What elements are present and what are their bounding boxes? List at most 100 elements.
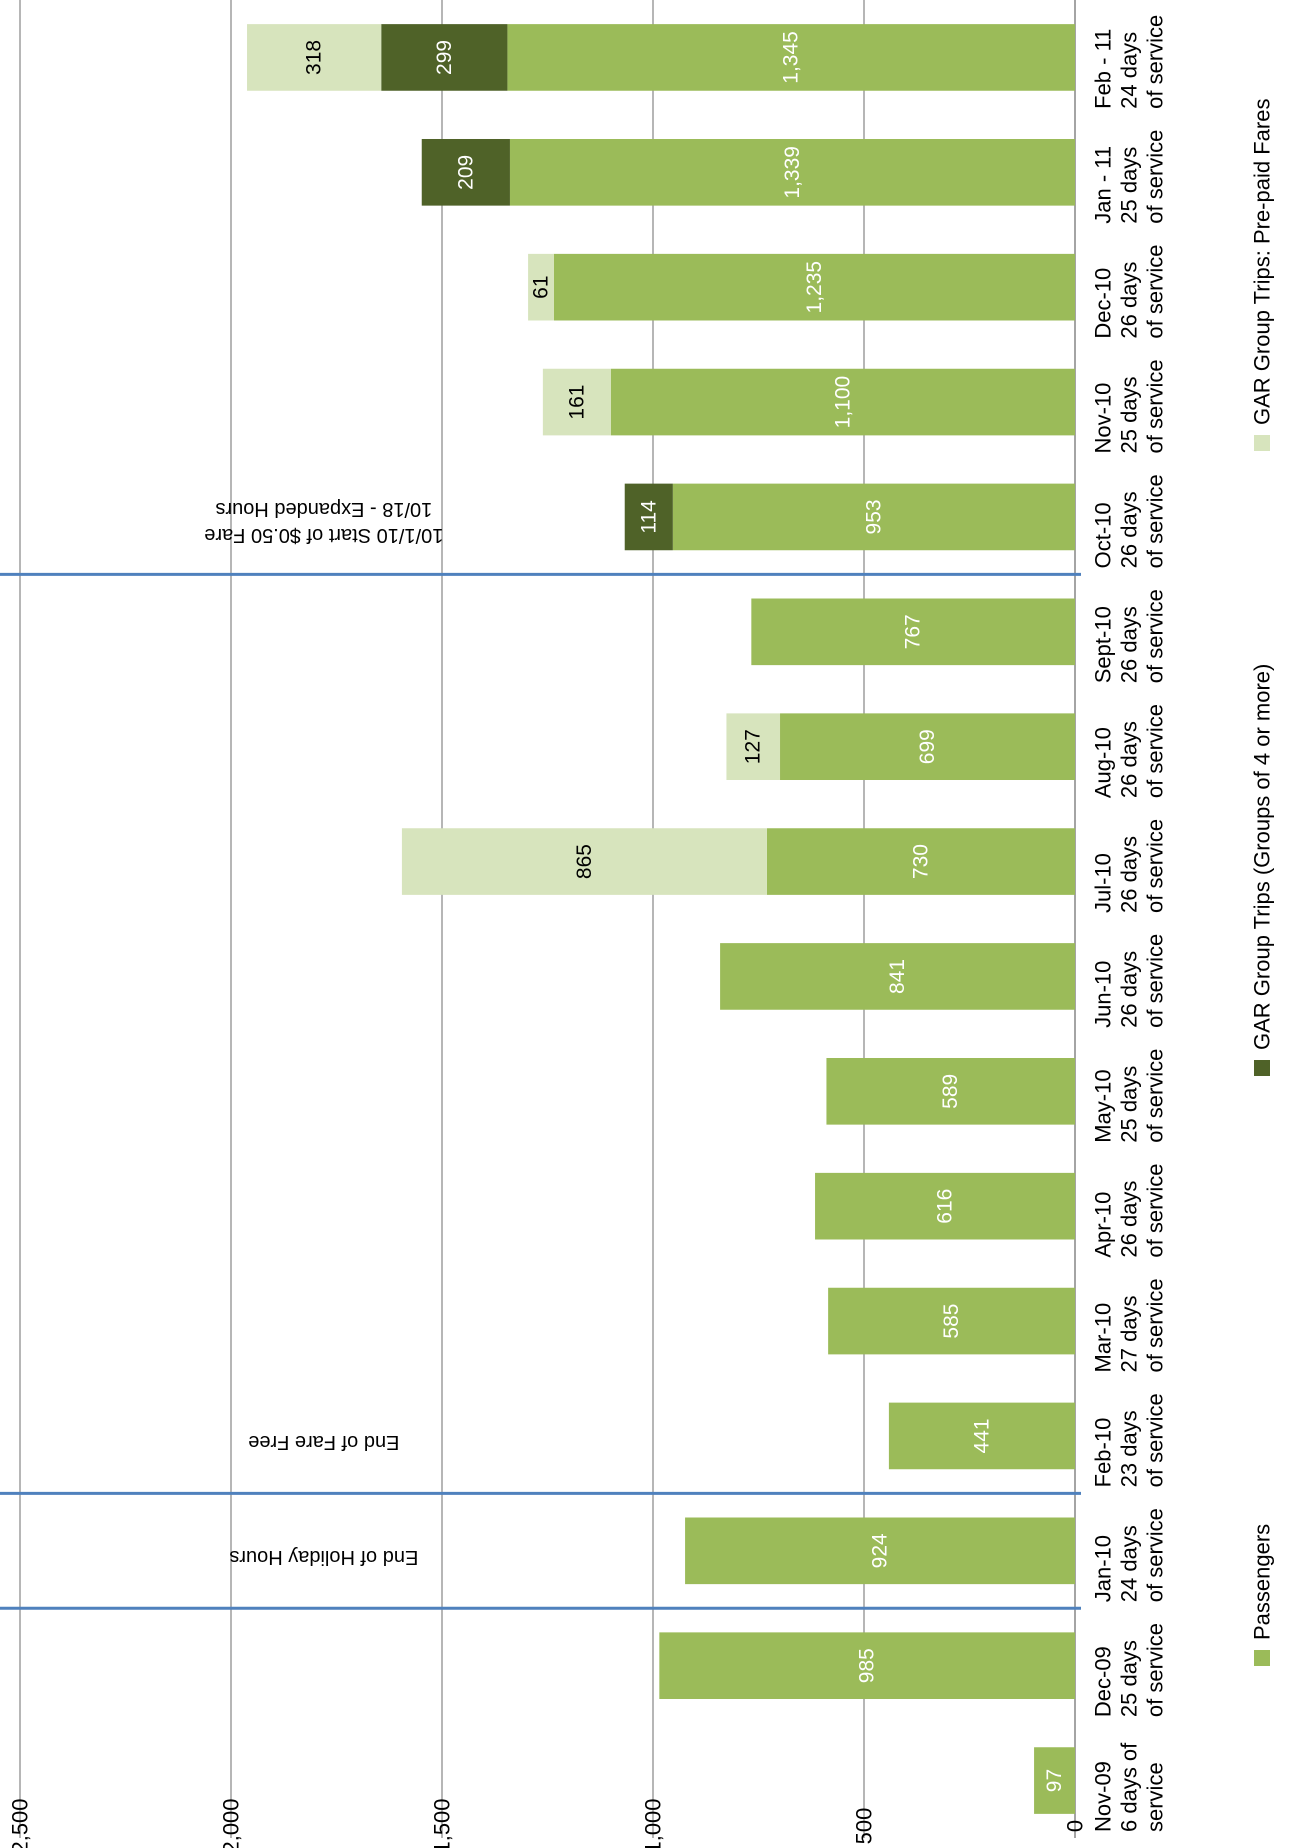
category-label-15-line-3: of service [1143, 130, 1168, 224]
bar-1-3 [685, 1517, 1075, 1585]
value-label-1-2: 985 [856, 1648, 879, 1683]
category-label-7-line-2: 25 days [1117, 1066, 1142, 1143]
annotation-label-2: 10/1/10 Start of $0.50 Fare 10/18 - Expan… [204, 498, 443, 546]
bar-2-15 [421, 138, 510, 206]
category-label-10-line-1: Aug-10 [1091, 727, 1116, 798]
value-tick-4: 2,000 [219, 1798, 244, 1848]
annotation-label-1: End of Fare Free [248, 1431, 399, 1453]
value-tick-0: 0 [1063, 1820, 1088, 1832]
category-label-9-line-3: of service [1143, 819, 1168, 913]
value-tick-2: 1,000 [641, 1798, 666, 1848]
annotation-label-line: End of Fare Free [248, 1431, 399, 1453]
value-label-1-11: 767 [902, 614, 925, 649]
category-label-11-line-1: Sept-10 [1091, 606, 1116, 683]
category-label-5-line-3: of service [1143, 1278, 1168, 1372]
legend-swatch-3 [1254, 435, 1270, 451]
bar-1-10 [780, 713, 1075, 781]
category-label-13-line-1: Nov-10 [1091, 383, 1116, 454]
value-tick-3: 1,500 [430, 1798, 455, 1848]
bar-2-12 [624, 483, 673, 551]
category-label-13-line-2: 25 days [1117, 376, 1142, 453]
category-label-8-line-3: of service [1143, 934, 1168, 1028]
value-label-2-16: 299 [433, 40, 456, 75]
value-axis-ticks: 0 500 1,000 1,500 2,000 2,500 [8, 1798, 1088, 1848]
legend-swatch-1 [1254, 1650, 1270, 1666]
value-label-1-3: 924 [869, 1533, 892, 1568]
category-label-15-line-2: 25 days [1117, 147, 1142, 224]
value-label-1-12: 953 [862, 499, 885, 534]
category-label-9-line-1: Jul-10 [1091, 853, 1116, 913]
bar-3-16 [247, 24, 382, 91]
value-label-3-9: 865 [573, 844, 596, 879]
bar-1-2 [659, 1632, 1075, 1700]
value-labels: 97 985 924 441 585 616 589 841 730 865 699 127 767 95… [303, 31, 1066, 1792]
category-label-3-line-2: 24 days [1117, 1525, 1142, 1602]
category-label-12-line-3: of service [1143, 474, 1168, 568]
bar-3-13 [542, 368, 611, 436]
category-label-6-line-3: of service [1143, 1163, 1168, 1257]
category-label-14-line-3: of service [1143, 244, 1168, 338]
bar-3-14 [528, 253, 554, 321]
category-label-2-line-1: Dec-09 [1091, 1646, 1116, 1717]
legend-label-3: GAR Group Trips: Pre-paid Fares [1250, 99, 1275, 425]
value-label-2-12: 114 [637, 500, 660, 534]
category-label-16-line-2: 24 days [1117, 32, 1142, 109]
legend-label-2: GAR Group Trips (Groups of 4 or more) [1250, 664, 1275, 1050]
bar-3-9 [401, 828, 767, 895]
category-label-15-line-1: Jan - 11 [1091, 146, 1116, 224]
legend-swatch-2 [1254, 1060, 1270, 1076]
category-label-1-line-2: 6 days of [1117, 1742, 1142, 1832]
value-label-2-15: 209 [454, 155, 477, 190]
category-label-16-line-3: of service [1143, 15, 1168, 109]
value-label-3-14: 61 [529, 276, 552, 299]
category-label-4-line-3: of service [1143, 1393, 1168, 1487]
category-label-12-line-2: 26 days [1117, 491, 1142, 568]
bar-1-12 [672, 483, 1075, 551]
annotation-label-line: 10/18 - Expanded Hours [215, 498, 432, 520]
category-label-7-line-3: of service [1143, 1049, 1168, 1143]
category-label-10-line-2: 26 days [1117, 721, 1142, 798]
value-label-1-14: 1,235 [803, 261, 826, 314]
bar-2-16 [381, 24, 508, 91]
value-label-1-1: 97 [1043, 1769, 1066, 1792]
category-label-6-line-2: 26 days [1117, 1181, 1142, 1258]
value-label-3-16: 318 [303, 40, 326, 75]
bar-1-1 [1034, 1747, 1075, 1814]
bar-1-9 [766, 828, 1075, 895]
category-label-4-line-1: Feb-10 [1091, 1418, 1116, 1488]
category-label-11-line-2: 26 days [1117, 606, 1142, 683]
bar-3-10 [726, 713, 781, 781]
bar-1-7 [826, 1057, 1075, 1125]
category-label-11-line-3: of service [1143, 589, 1168, 683]
category-label-2-line-3: of service [1143, 1623, 1168, 1717]
value-label-3-10: 127 [742, 729, 765, 764]
category-label-2-line-2: 25 days [1117, 1640, 1142, 1717]
category-label-14-line-1: Dec-10 [1091, 268, 1116, 339]
category-label-12-line-1: Oct-10 [1091, 502, 1116, 568]
category-label-8-line-1: Jun-10 [1091, 961, 1116, 1028]
legend: Passengers GAR Group Trips (Groups of 4 o… [1250, 99, 1275, 1666]
category-label-1-line-1: Nov-09 [1091, 1761, 1116, 1832]
bar-1-13 [610, 368, 1075, 436]
category-label-14-line-2: 26 days [1117, 262, 1142, 339]
annotation-label-line: 10/1/10 Start of $0.50 Fare [204, 524, 443, 546]
category-label-16-line-1: Feb - 11 [1091, 29, 1116, 109]
value-label-1-9: 730 [909, 844, 932, 879]
category-label-1-line-3: service [1143, 1762, 1168, 1832]
annotation-label-0: End of Holiday Hours [229, 1546, 418, 1568]
bar-1-5 [828, 1287, 1075, 1355]
bar-1-15 [509, 138, 1075, 206]
category-label-9-line-2: 26 days [1117, 836, 1142, 913]
category-label-3-line-1: Jan-10 [1091, 1535, 1116, 1602]
value-label-1-4: 441 [970, 1418, 993, 1453]
category-label-4-line-2: 23 days [1117, 1410, 1142, 1487]
category-label-13-line-3: of service [1143, 359, 1168, 453]
annotation-labels: End of Holiday Hours End of Fare Free 10/1… [204, 498, 443, 1568]
category-label-5-line-1: Mar-10 [1091, 1303, 1116, 1373]
value-label-1-15: 1,339 [781, 146, 804, 199]
category-label-5-line-2: 27 days [1117, 1295, 1142, 1372]
value-label-3-13: 161 [565, 385, 588, 420]
category-label-7-line-1: May-10 [1091, 1069, 1116, 1142]
